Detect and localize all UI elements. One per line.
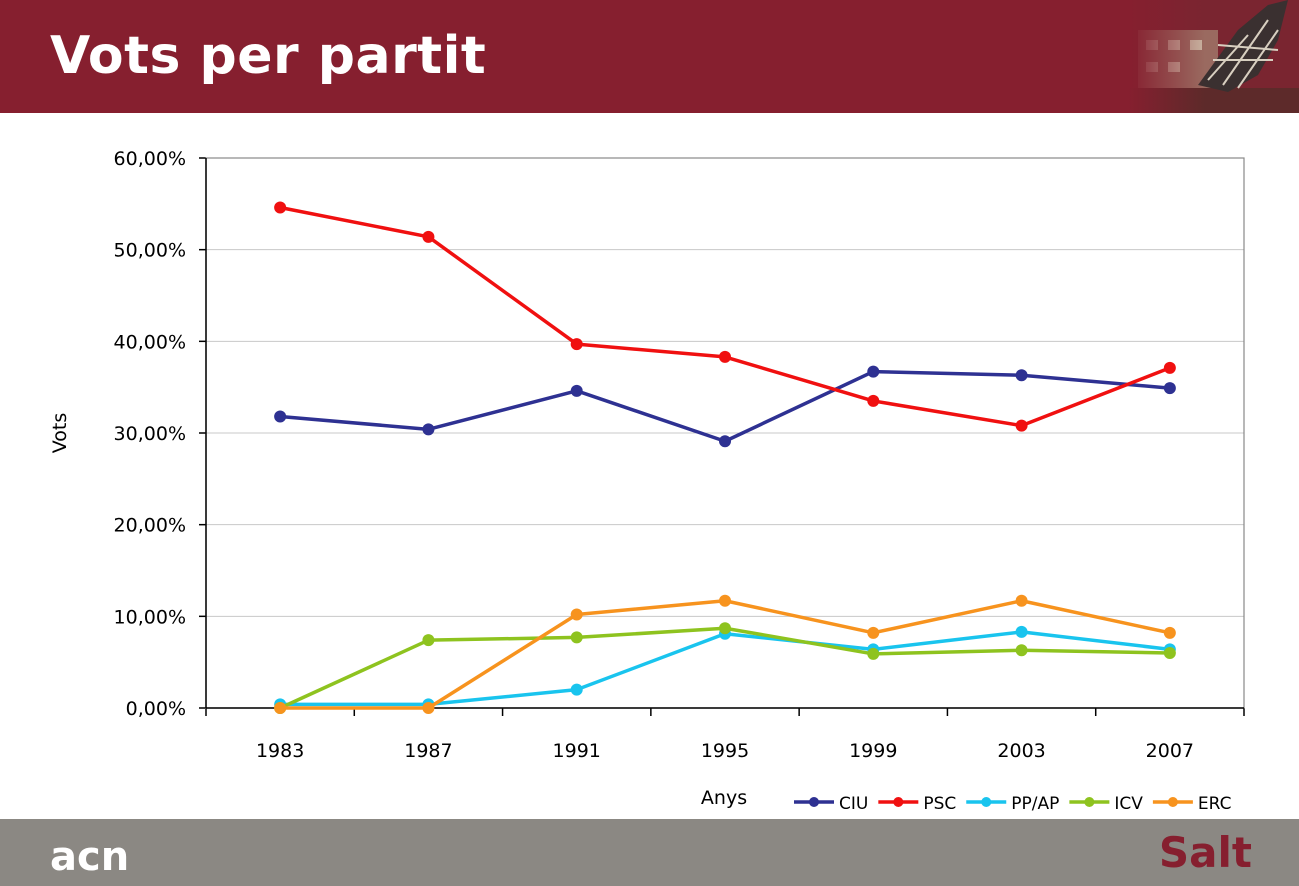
y-axis-ticks: 0,00% 10,00% 20,00% 30,00% 40,00% 50,00% 60,00…: [114, 148, 206, 720]
legend-swatch-marker: [1084, 797, 1095, 807]
x-tick-label: 2007: [1146, 740, 1194, 762]
legend-label: PP/AP: [1011, 794, 1059, 814]
legend-label: ERC: [1198, 794, 1232, 814]
data-point: [1015, 625, 1028, 638]
y-tick-label: 60,00%: [114, 148, 186, 170]
x-axis-label: Anys: [701, 787, 747, 809]
data-point: [1015, 594, 1028, 607]
legend-item: CIU: [794, 794, 868, 814]
footer-bar: acn Salt: [0, 819, 1299, 886]
acn-logo-text: acn: [50, 840, 129, 874]
legend-item: PSC: [878, 794, 956, 814]
chart-gridlines: [206, 157, 1244, 617]
y-tick-label: 20,00%: [114, 515, 186, 537]
legend-item: PP/AP: [966, 794, 1059, 814]
x-tick-label: 1987: [404, 740, 452, 762]
legend-swatch-marker: [981, 797, 992, 807]
x-tick-label: 1991: [553, 740, 601, 762]
page-title: Vots per partit: [50, 26, 487, 86]
data-point: [719, 622, 731, 635]
data-point: [422, 423, 435, 436]
y-tick-label: 30,00%: [114, 423, 186, 445]
legend-label: PSC: [923, 794, 956, 814]
series-psc: [274, 201, 1176, 432]
line-chart: 0,00% 10,00% 20,00% 30,00% 40,00% 50,00% 60,00…: [49, 148, 1245, 814]
data-point: [1163, 626, 1176, 639]
data-point: [422, 702, 435, 714]
data-point: [1163, 647, 1176, 659]
data-point: [274, 201, 287, 214]
y-tick-label: 40,00%: [114, 331, 186, 353]
series-pp-ap: [274, 625, 1176, 711]
legend-swatch-marker: [1167, 797, 1178, 807]
data-point: [1015, 644, 1028, 657]
x-tick-label: 1995: [701, 740, 749, 762]
data-point: [570, 631, 583, 644]
data-point: [1015, 419, 1028, 432]
series-line: [279, 205, 1171, 428]
x-tick-label: 1999: [849, 740, 897, 762]
data-point: [570, 338, 583, 351]
legend-label: ICV: [1114, 794, 1143, 814]
data-point: [422, 230, 435, 243]
series-line: [279, 626, 1170, 710]
data-point: [1163, 361, 1176, 374]
series-erc: [274, 594, 1176, 714]
y-axis-label: Vots: [49, 413, 71, 454]
data-point: [274, 410, 287, 423]
y-tick-label: 0,00%: [126, 698, 186, 720]
chart-series: [274, 201, 1176, 714]
data-point: [719, 435, 731, 448]
header-photo: [1128, 0, 1299, 113]
series-line: [280, 599, 1171, 710]
legend-swatch-marker: [809, 797, 819, 807]
x-tick-label: 1983: [256, 740, 304, 762]
data-point: [570, 384, 583, 397]
data-point: [867, 626, 880, 639]
legend-item: ERC: [1152, 794, 1232, 814]
data-point: [719, 350, 731, 363]
x-axis-ticks: 1983 1987 1991 1995 1999 2003 2007: [205, 708, 1245, 762]
data-point: [719, 594, 731, 607]
legend-swatch-marker: [893, 797, 904, 807]
data-point: [274, 702, 287, 714]
data-point: [570, 608, 583, 621]
data-point: [867, 365, 880, 378]
acn-logo: acn: [50, 840, 129, 874]
data-point: [867, 647, 880, 660]
series-line: [279, 369, 1171, 443]
y-tick-label: 50,00%: [114, 240, 186, 262]
x-tick-label: 2003: [997, 740, 1045, 762]
data-point: [1163, 382, 1176, 395]
legend-item: ICV: [1069, 794, 1143, 814]
header-bar: Vots per partit: [0, 0, 1299, 113]
data-point: [867, 394, 880, 407]
chart-legend: CIU PSC PP/AP ICV ERC: [794, 794, 1231, 814]
series-line: [280, 630, 1171, 707]
place-name: Salt: [1158, 828, 1252, 877]
data-point: [422, 634, 435, 647]
series-ciu: [274, 365, 1176, 448]
data-point: [570, 683, 583, 696]
legend-label: CIU: [839, 794, 868, 814]
y-tick-label: 10,00%: [114, 606, 186, 628]
data-point: [1015, 369, 1028, 382]
